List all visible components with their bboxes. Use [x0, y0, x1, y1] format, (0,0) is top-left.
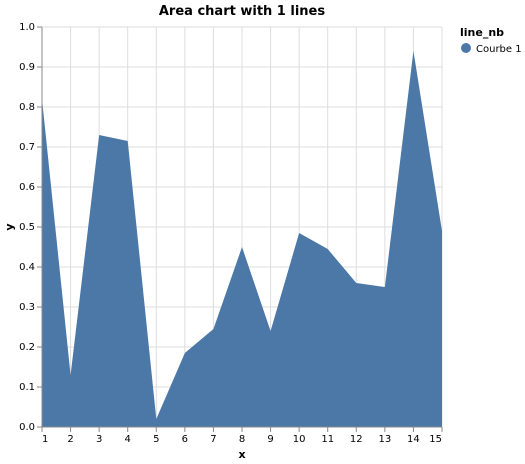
x-tick-label: 11 [321, 434, 334, 445]
x-tick-label: 9 [267, 434, 273, 445]
y-tick-label: 0.6 [19, 182, 35, 193]
y-tick-label: 0.2 [19, 342, 35, 353]
x-tick-label: 2 [67, 434, 73, 445]
x-tick-label: 7 [210, 434, 216, 445]
x-tick-label: 5 [153, 434, 159, 445]
legend-label-courbe-1: Courbe 1 [476, 44, 522, 55]
legend: line_nb Courbe 1 [460, 26, 522, 55]
x-tick-label: 6 [182, 434, 188, 445]
y-tick-label: 0.5 [19, 222, 35, 233]
x-tick-label: 12 [350, 434, 363, 445]
x-tick-label: 3 [96, 434, 102, 445]
legend-title: line_nb [460, 26, 504, 39]
area-courbe-1 [42, 51, 442, 427]
y-tick-label: 0.9 [19, 62, 35, 73]
y-tick-label: 0.8 [19, 102, 35, 113]
chart-title: Area chart with 1 lines [159, 4, 325, 19]
y-tick-label: 0.7 [19, 142, 35, 153]
y-tick-label: 1.0 [19, 22, 35, 33]
x-tick-label: 1 [42, 434, 48, 445]
area-series [42, 51, 442, 427]
y-tick-label: 0.0 [19, 422, 35, 433]
axes: 1 2 3 4 5 6 7 8 9 10 11 12 13 14 150.00.10.20.30.40.50… [19, 22, 443, 445]
y-axis-title: y [3, 223, 16, 230]
x-axis-title: x [238, 448, 245, 461]
x-tick-label: 15 [429, 434, 442, 445]
x-tick-label: 14 [407, 434, 420, 445]
x-tick-label: 13 [378, 434, 391, 445]
y-tick-label: 0.1 [19, 382, 35, 393]
y-tick-label: 0.3 [19, 302, 35, 313]
legend-symbol-courbe-1 [461, 43, 471, 53]
y-tick-label: 0.4 [19, 262, 35, 273]
x-tick-label: 10 [293, 434, 306, 445]
x-tick-label: 8 [239, 434, 245, 445]
x-tick-label: 4 [125, 434, 131, 445]
